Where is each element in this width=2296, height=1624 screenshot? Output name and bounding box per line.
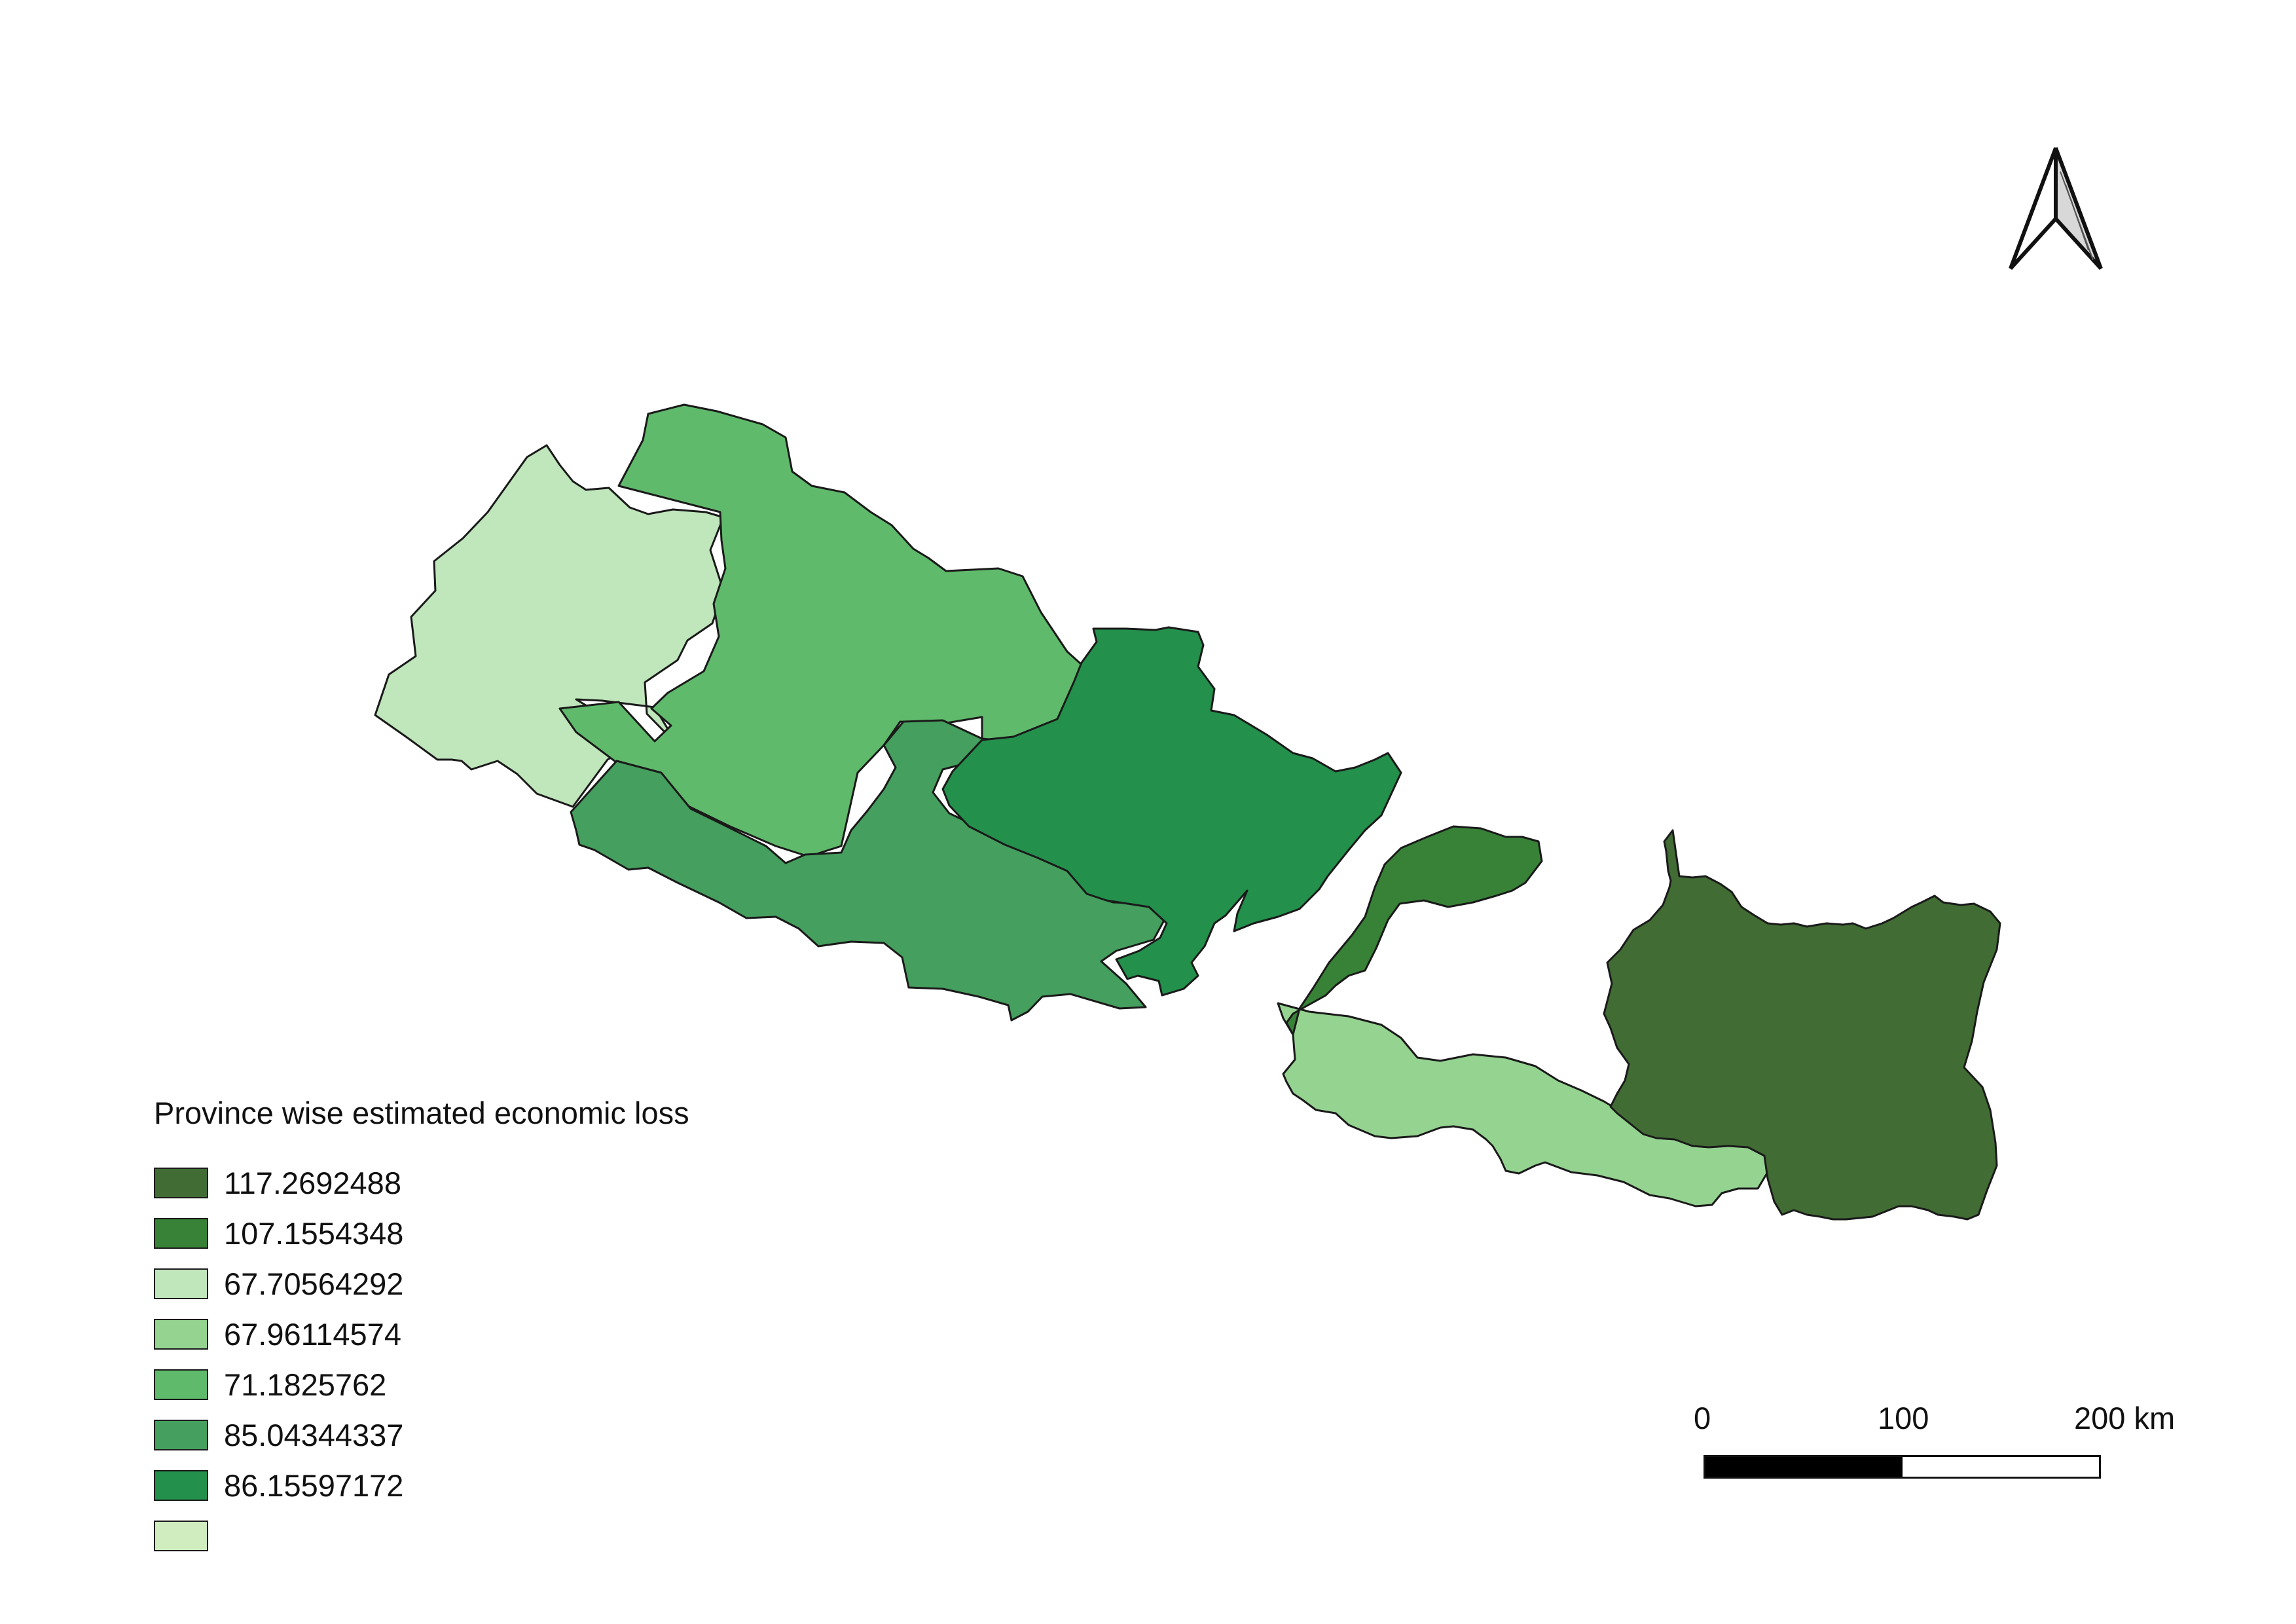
legend-title: Province wise estimated economic loss bbox=[154, 1096, 689, 1130]
legend-label: 86.15597172 bbox=[224, 1467, 404, 1503]
legend-item: 117.2692488 bbox=[154, 1158, 809, 1208]
legend-item: 67.70564292 bbox=[154, 1259, 809, 1309]
province-madhesh[interactable] bbox=[1277, 1002, 1769, 1208]
legend-swatch bbox=[154, 1218, 208, 1249]
province-koshi[interactable] bbox=[1603, 829, 2001, 1221]
legend-label: 117.2692488 bbox=[224, 1165, 401, 1200]
legend-swatch bbox=[154, 1168, 208, 1198]
scale-bar bbox=[1704, 1455, 2101, 1479]
legend-swatch bbox=[154, 1319, 208, 1350]
legend-item: 67.96114574 bbox=[154, 1309, 809, 1359]
scale-label-0: 0 bbox=[1694, 1401, 1711, 1435]
legend-swatch bbox=[154, 1369, 208, 1400]
legend-label: 85.04344337 bbox=[224, 1417, 404, 1452]
legend-item bbox=[154, 1511, 809, 1561]
province-bagmati[interactable] bbox=[941, 626, 1402, 997]
legend-swatch bbox=[154, 1268, 208, 1299]
legend-label: 67.70564292 bbox=[224, 1266, 404, 1301]
provinces-layer bbox=[374, 403, 2001, 1221]
province-lumbini[interactable] bbox=[570, 719, 1167, 1022]
legend-label: 71.1825762 bbox=[224, 1367, 387, 1402]
legend-swatch bbox=[154, 1521, 208, 1551]
legend-label: 107.1554348 bbox=[224, 1215, 404, 1251]
legend-item: 85.04344337 bbox=[154, 1410, 809, 1460]
province-gandaki[interactable] bbox=[1285, 825, 1543, 1036]
legend-label: 67.96114574 bbox=[224, 1316, 401, 1352]
scale-label-200: 200 km bbox=[2074, 1401, 2176, 1435]
legend-item: 71.1825762 bbox=[154, 1359, 809, 1410]
legend-item: 86.15597172 bbox=[154, 1460, 809, 1511]
north-arrow-icon bbox=[2009, 147, 2103, 270]
legend: Province wise estimated economic loss 11… bbox=[154, 1094, 809, 1561]
scale-bar-segment bbox=[1902, 1457, 2099, 1477]
legend-item: 107.1554348 bbox=[154, 1208, 809, 1259]
north-arrow bbox=[2007, 145, 2105, 273]
province-karnali[interactable] bbox=[558, 403, 1088, 858]
legend-swatch bbox=[154, 1470, 208, 1501]
scale-bar-segment bbox=[1705, 1457, 1903, 1477]
legend-swatch bbox=[154, 1420, 208, 1450]
scale-label-100: 100 bbox=[1878, 1401, 1929, 1435]
